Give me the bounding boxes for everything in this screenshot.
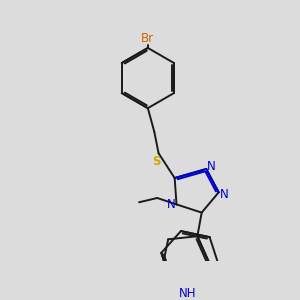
Text: NH: NH — [179, 287, 196, 300]
Text: N: N — [167, 198, 176, 211]
Text: N: N — [207, 160, 216, 173]
Text: Br: Br — [141, 32, 154, 45]
Text: N: N — [220, 188, 228, 201]
Text: S: S — [152, 155, 161, 169]
